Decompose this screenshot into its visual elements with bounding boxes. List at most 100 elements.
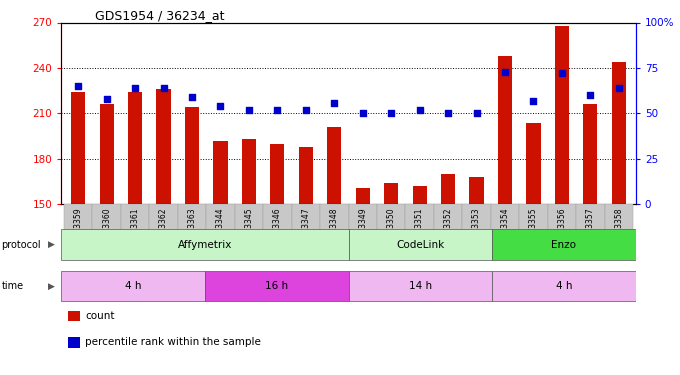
Point <box>186 94 197 100</box>
Bar <box>99 104 114 204</box>
Bar <box>605 204 633 259</box>
Text: GSM73361: GSM73361 <box>131 207 139 249</box>
Bar <box>469 177 483 204</box>
Bar <box>61 230 349 260</box>
Point <box>158 85 169 91</box>
Bar <box>206 204 235 259</box>
Bar <box>242 139 256 204</box>
Bar <box>492 271 636 301</box>
Point <box>528 98 539 104</box>
Point <box>101 96 112 102</box>
Bar <box>349 271 492 301</box>
Point <box>329 99 340 105</box>
Bar <box>263 204 292 259</box>
Text: GSM73362: GSM73362 <box>159 207 168 249</box>
Bar <box>71 92 86 204</box>
Bar <box>327 127 341 204</box>
Text: GSM73349: GSM73349 <box>358 207 367 249</box>
Bar <box>492 230 636 260</box>
Bar <box>92 204 121 259</box>
Bar <box>214 141 228 204</box>
Text: time: time <box>1 281 24 291</box>
Text: GSM73350: GSM73350 <box>387 207 396 249</box>
Point <box>215 103 226 109</box>
Text: GDS1954 / 36234_at: GDS1954 / 36234_at <box>95 9 224 22</box>
Text: GSM73363: GSM73363 <box>188 207 197 249</box>
Bar <box>356 188 370 204</box>
Bar <box>61 271 205 301</box>
Bar <box>611 62 626 204</box>
Text: GSM73345: GSM73345 <box>244 207 254 249</box>
Bar <box>320 204 349 259</box>
Point <box>386 110 396 116</box>
Bar <box>491 204 519 259</box>
Text: GSM73353: GSM73353 <box>472 207 481 249</box>
Bar <box>498 56 512 204</box>
Text: GSM73347: GSM73347 <box>301 207 310 249</box>
Text: Affymetrix: Affymetrix <box>177 240 232 250</box>
Point <box>585 92 596 98</box>
Bar <box>349 230 492 260</box>
Bar <box>292 204 320 259</box>
Point <box>613 85 624 91</box>
Text: GSM73356: GSM73356 <box>558 207 566 249</box>
Bar <box>384 183 398 204</box>
Text: 16 h: 16 h <box>265 281 288 291</box>
Bar <box>519 204 547 259</box>
Bar <box>583 104 598 204</box>
Text: Enzo: Enzo <box>551 240 577 250</box>
Bar <box>348 204 377 259</box>
Text: GSM73351: GSM73351 <box>415 207 424 249</box>
Bar <box>205 271 349 301</box>
Bar <box>462 204 491 259</box>
Point <box>301 107 311 113</box>
Text: 4 h: 4 h <box>124 281 141 291</box>
Bar <box>405 204 434 259</box>
Bar <box>121 204 150 259</box>
Text: GSM73348: GSM73348 <box>330 207 339 249</box>
Point <box>414 107 425 113</box>
Bar <box>413 186 427 204</box>
Text: GSM73355: GSM73355 <box>529 207 538 249</box>
Text: GSM73359: GSM73359 <box>73 207 83 249</box>
Point <box>443 110 454 116</box>
Text: GSM73360: GSM73360 <box>102 207 112 249</box>
Point <box>130 85 141 91</box>
Bar <box>299 147 313 204</box>
Bar <box>434 204 462 259</box>
Bar <box>526 123 541 204</box>
Bar <box>270 144 284 204</box>
Bar <box>185 107 199 204</box>
Text: GSM73346: GSM73346 <box>273 207 282 249</box>
Point <box>73 83 84 89</box>
Text: GSM73354: GSM73354 <box>500 207 509 249</box>
Text: 4 h: 4 h <box>556 281 573 291</box>
Text: GSM73357: GSM73357 <box>585 207 595 249</box>
Text: GSM73358: GSM73358 <box>614 207 624 249</box>
Text: ▶: ▶ <box>48 240 54 249</box>
Text: count: count <box>85 311 114 321</box>
Bar <box>547 204 576 259</box>
Text: percentile rank within the sample: percentile rank within the sample <box>85 338 261 347</box>
Point <box>357 110 368 116</box>
Text: GSM73344: GSM73344 <box>216 207 225 249</box>
Point <box>500 69 511 75</box>
Point <box>243 107 254 113</box>
Bar <box>555 26 569 204</box>
Bar <box>128 92 142 204</box>
Point <box>556 70 567 76</box>
Text: protocol: protocol <box>1 240 41 250</box>
Point <box>272 107 283 113</box>
Bar <box>441 174 455 204</box>
Bar <box>377 204 405 259</box>
Point <box>471 110 482 116</box>
Text: CodeLink: CodeLink <box>396 240 445 250</box>
Bar <box>156 89 171 204</box>
Bar <box>178 204 206 259</box>
Bar <box>235 204 263 259</box>
Text: ▶: ▶ <box>48 281 54 290</box>
Text: 14 h: 14 h <box>409 281 432 291</box>
Bar <box>64 204 92 259</box>
Bar <box>576 204 605 259</box>
Bar <box>150 204 178 259</box>
